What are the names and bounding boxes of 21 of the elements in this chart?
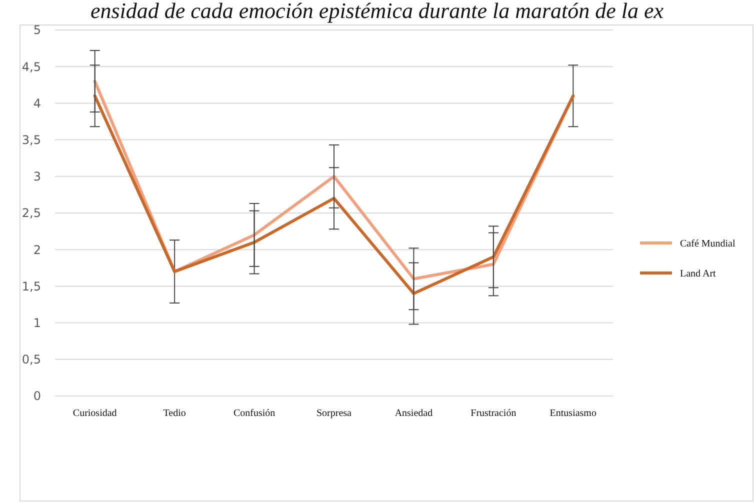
y-tick-label: 3 [33,170,41,184]
y-tick-label: 4,5 [22,60,41,74]
y-tick-label: 1,5 [22,279,41,294]
y-tick-label: 3,5 [22,133,41,147]
x-tick-label: Confusión [233,408,276,419]
y-tick-label: 4 [33,96,41,110]
x-tick-label: Ansiedad [394,408,433,419]
chart-title: ensidad de cada emoción epistémica durante la maratón de la ex [90,0,664,23]
legend-label: Land Art [680,268,716,280]
y-tick-label: 2,5 [22,206,41,220]
y-tick-label: 0,5 [22,352,41,367]
y-tick-label: 5 [33,23,41,38]
x-tick-label: Sorpresa [316,408,352,419]
x-tick-label: Tedio [163,408,186,419]
x-tick-label: Frustración [470,408,516,419]
x-tick-label: Curiosidad [72,408,117,419]
legend-label: Café Mundial [680,238,736,250]
x-tick-label: Entusiasmo [550,408,596,419]
y-tick-label: 1 [33,316,41,330]
y-tick-label: 0 [33,389,41,404]
y-tick-label: 2 [33,242,41,257]
